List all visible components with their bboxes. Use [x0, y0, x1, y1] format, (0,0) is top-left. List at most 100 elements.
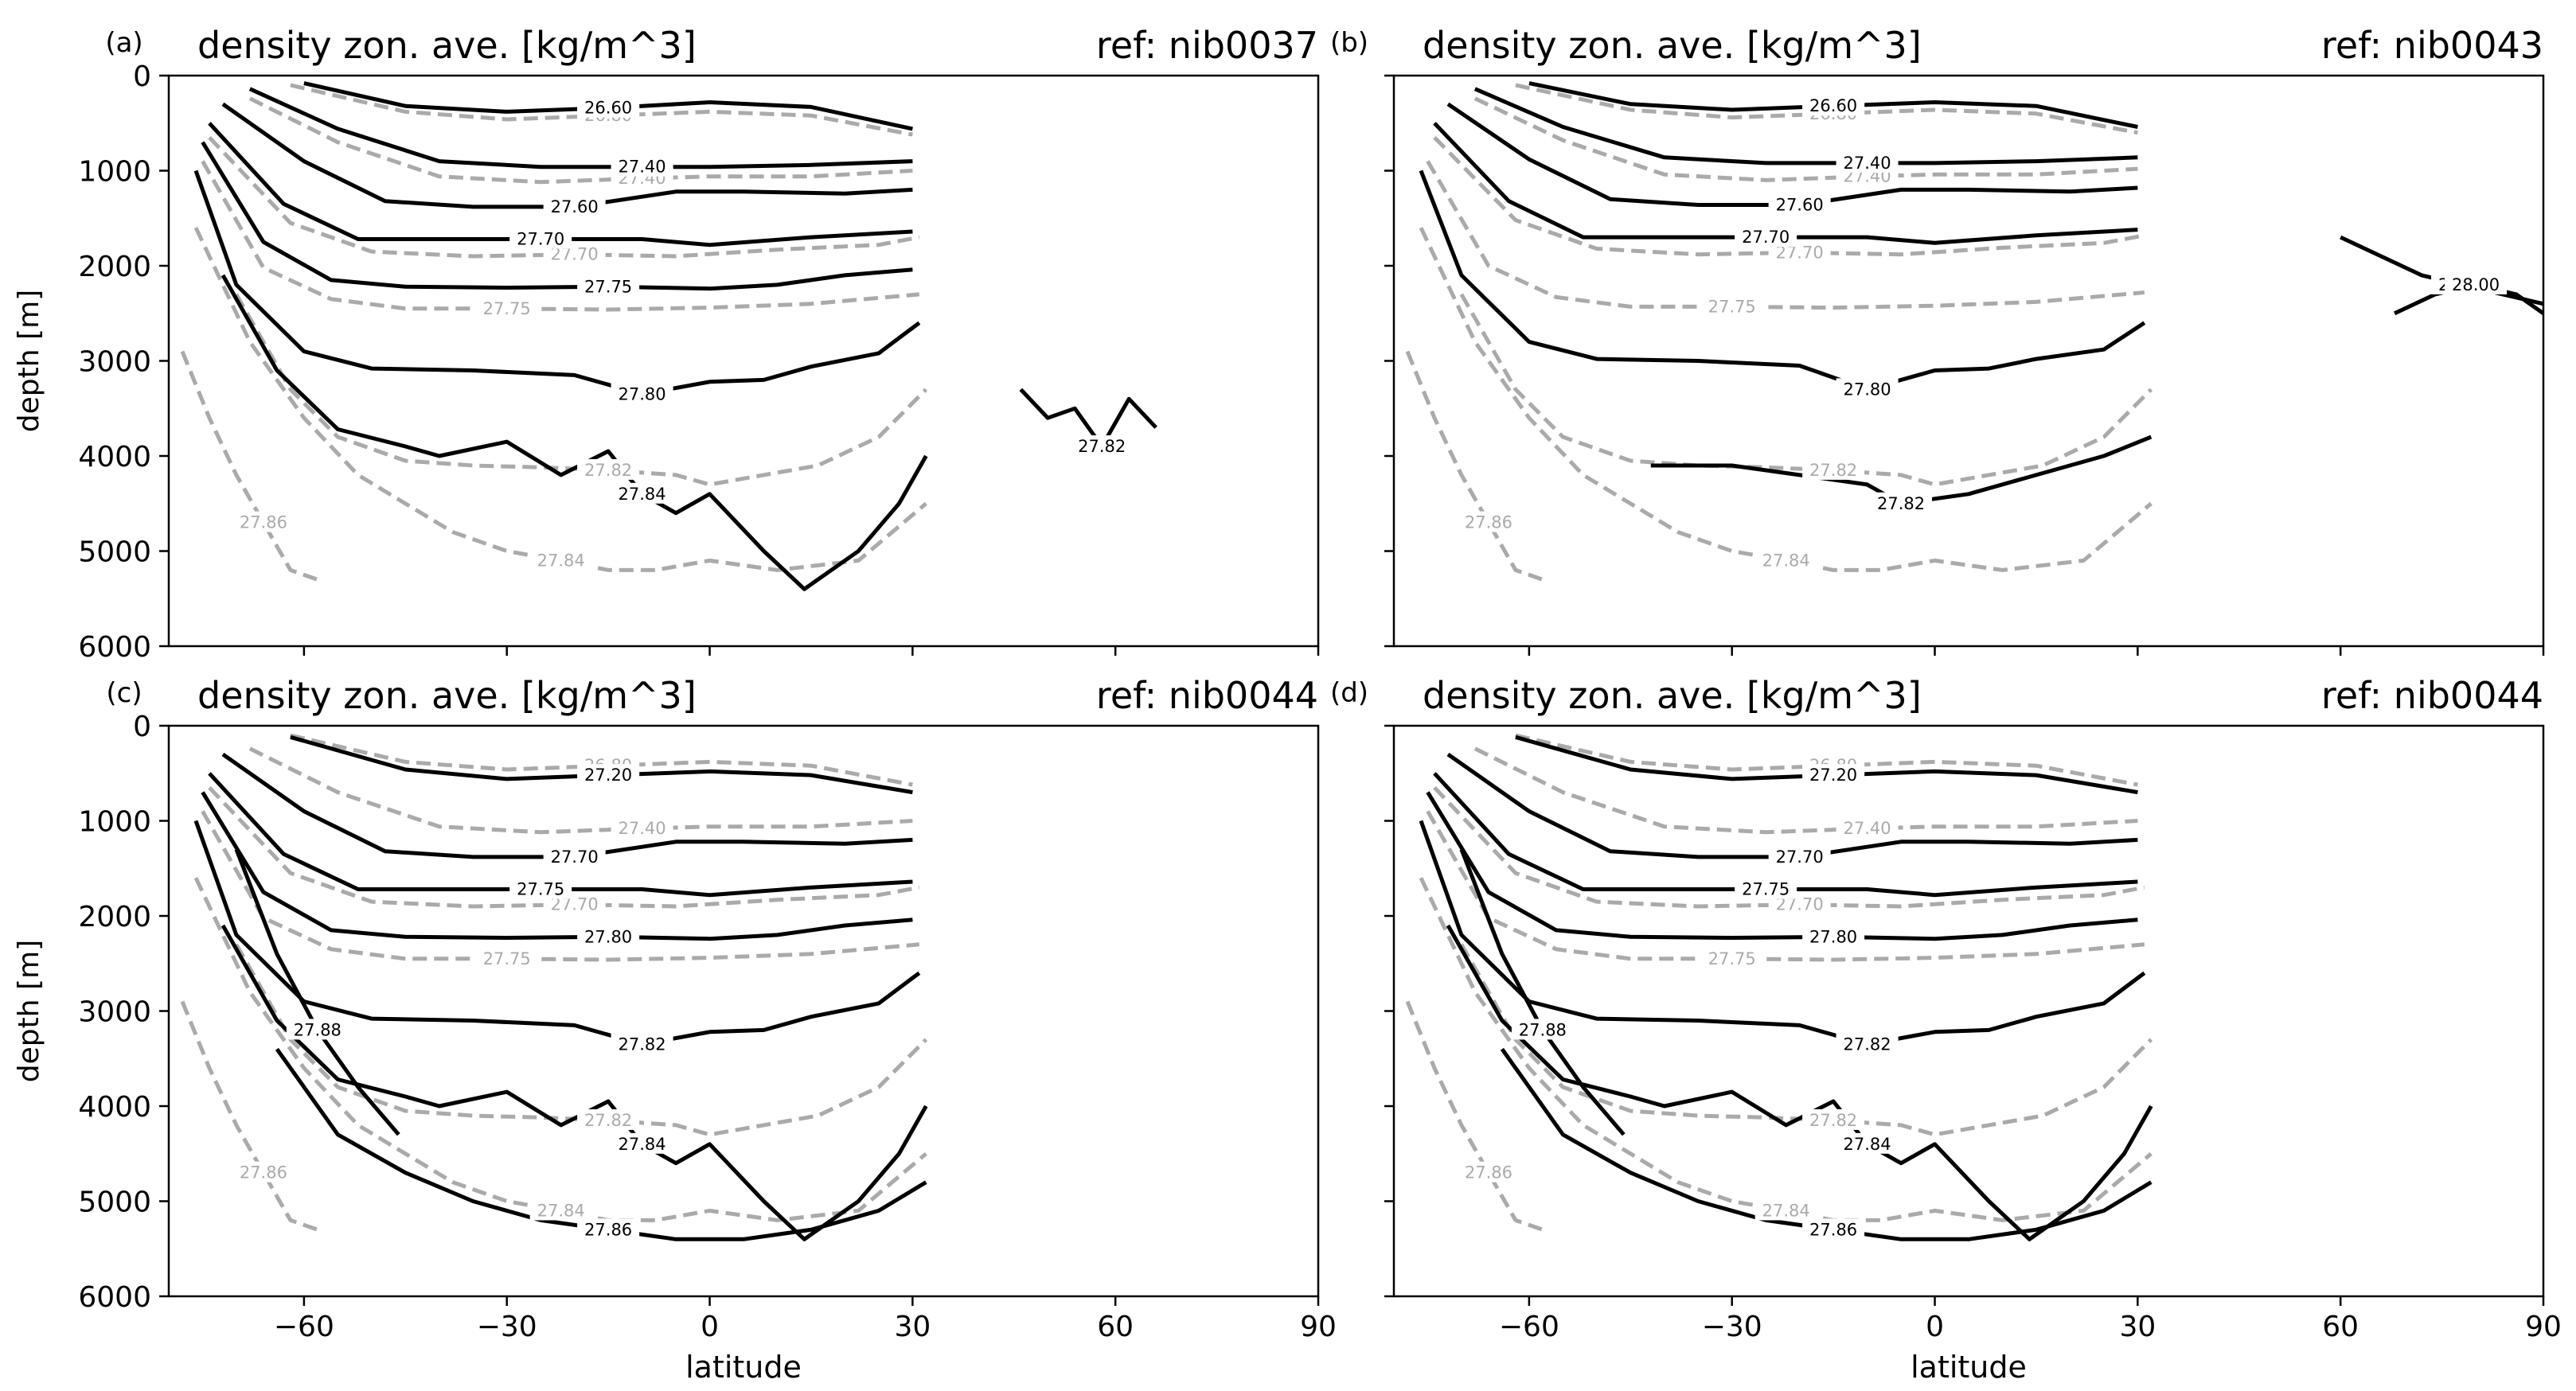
contour-label: 27.75	[483, 299, 531, 318]
contour-label: 27.86	[584, 1220, 632, 1239]
contour-label-bg	[1802, 925, 1865, 947]
panel-letter: (d)	[1330, 677, 1368, 709]
contour-label-bg	[577, 1109, 640, 1130]
contour-label-bg	[529, 1199, 592, 1221]
contour-label-bg	[577, 1218, 640, 1240]
contour-label-bg	[1802, 1109, 1865, 1130]
y-tick-label: 0	[133, 60, 151, 93]
contour-label: 27.86	[1465, 513, 1512, 532]
y-tick-label: 3000	[78, 996, 151, 1029]
reference-contour-27.40	[1473, 746, 2138, 835]
contour-label: 27.80	[1809, 927, 1857, 946]
contour-label-bg	[1836, 1132, 1899, 1154]
contour-label-bg	[1457, 1161, 1520, 1183]
contour-label: 27.80	[619, 384, 666, 403]
contour-label: 27.40	[619, 158, 666, 177]
contour-lines	[1405, 81, 2543, 582]
contour-label-bg	[1802, 95, 1865, 116]
reference-contour-27.70	[208, 135, 920, 259]
contour-label: 27.60	[1776, 196, 1824, 215]
x-tick-label: −30	[477, 1311, 537, 1343]
panel-c: 26.8027.4027.7027.7527.8227.8427.8627.20…	[13, 674, 1337, 1385]
reference-contour-27.86	[1405, 350, 1544, 582]
contour-label: 27.70	[1776, 847, 1824, 867]
plot-area	[169, 76, 1318, 646]
contour-label-bg	[577, 764, 640, 785]
y-tick-label: 4000	[78, 1091, 151, 1124]
contour-label-bg	[1870, 492, 1933, 513]
contour-label: 27.75	[584, 277, 632, 296]
reference-contour-26.80	[1515, 83, 2138, 135]
contour-label-bg	[611, 383, 673, 404]
contour-label: 27.84	[619, 485, 666, 504]
contour-label-bg	[1754, 549, 1817, 571]
contour-label: 27.88	[1519, 1020, 1567, 1039]
y-tick-label: 1000	[78, 156, 151, 189]
panel-d: 26.8027.4027.7027.7527.8227.8427.8627.20…	[1330, 674, 2562, 1385]
contour-label-bg	[543, 845, 606, 867]
reference-contour-26.80	[290, 83, 913, 137]
contour-label: 27.82	[1877, 494, 1925, 513]
contour-label-bg	[577, 275, 640, 297]
x-tick-label: 60	[2322, 1311, 2359, 1343]
contour-label-bg	[475, 947, 538, 968]
contour-label-bg	[1802, 764, 1865, 785]
contour-label: 27.84	[1762, 1201, 1810, 1220]
contour-label-bg	[611, 482, 673, 504]
contour-label: 27.80	[584, 927, 632, 946]
contour-label-bg	[232, 1161, 295, 1183]
contour-label: 27.80	[1844, 380, 1891, 399]
plot-area	[1394, 76, 2543, 646]
reference-contour-27.82	[234, 943, 928, 1137]
contour-label-bg	[1735, 226, 1797, 247]
contour-label: 27.86	[1809, 1220, 1857, 1239]
contour-label: 27.40	[619, 819, 666, 838]
contour-label-bg	[1754, 1199, 1817, 1221]
contour-label: 27.84	[537, 551, 585, 570]
contour-label-bg	[1700, 947, 1763, 968]
contour-label: 27.75	[517, 880, 564, 899]
reference-contour-27.70	[1433, 785, 2145, 909]
y-tick-label: 0	[133, 711, 151, 743]
contour-label: 27.82	[584, 1111, 632, 1130]
contour-label: 27.86	[240, 513, 287, 532]
contour-label-bg	[1836, 817, 1899, 839]
contour-label-bg	[1802, 458, 1865, 480]
contour-label-bg	[1511, 1019, 1574, 1040]
contour-label: 27.40	[1844, 819, 1891, 838]
contour-label: 27.84	[619, 1135, 666, 1154]
contour-label: 27.75	[483, 949, 531, 968]
contour-label-bg	[529, 549, 592, 571]
contour-label: 27.84	[1844, 1135, 1891, 1154]
contour-label-bg	[509, 228, 572, 249]
contour-label: 27.82	[619, 1034, 666, 1054]
x-tick-label: 90	[1300, 1311, 1337, 1343]
contour-27.80	[1419, 169, 2146, 392]
panel-title: density zon. ave. [kg/m^3]	[197, 24, 697, 67]
y-tick-label: 4000	[78, 441, 151, 473]
reference-contour-27.40	[1473, 96, 2138, 182]
panel-letter: (a)	[105, 27, 142, 59]
reference-contour-27.86	[180, 350, 318, 582]
contour-label: 27.86	[1465, 1163, 1512, 1183]
contour-label: 27.75	[1708, 949, 1756, 968]
contour-label: 27.82	[1844, 1034, 1891, 1054]
contour-label: 27.88	[294, 1020, 342, 1039]
y-tick-label: 5000	[78, 1186, 151, 1219]
contour-label: 27.70	[551, 847, 599, 867]
x-tick-label: 0	[1926, 1311, 1944, 1343]
contour-label-bg	[611, 817, 673, 839]
x-tick-label: −30	[1702, 1311, 1762, 1343]
contour-27.82	[1419, 820, 2146, 1046]
panel-letter: (c)	[106, 677, 142, 709]
y-axis-label: depth [m]	[13, 290, 45, 432]
x-tick-label: 30	[894, 1311, 931, 1343]
contour-label: 27.75	[1708, 297, 1756, 316]
contour-27.80	[201, 791, 913, 941]
y-tick-label: 6000	[78, 1281, 151, 1314]
contour-label: 27.70	[517, 230, 564, 249]
contour-27.82	[1019, 388, 1157, 449]
panel-ref-title: ref: nib0044	[2321, 674, 2543, 717]
panel-ref-title: ref: nib0044	[1096, 674, 1318, 717]
